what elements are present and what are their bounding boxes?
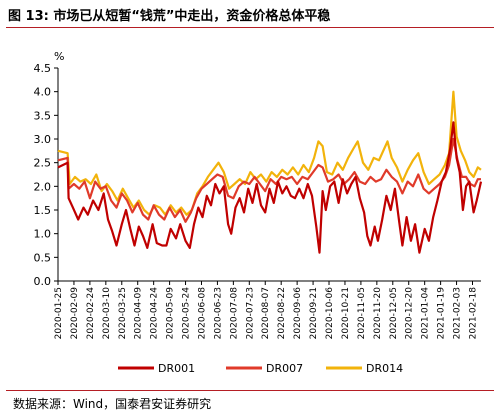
x-tick-label: 2020-08-22 [277,287,287,339]
x-tick-label: 2020-01-25 [54,287,64,339]
series-line-dr014 [57,90,482,216]
x-tick-label: 2020-03-10 [102,287,112,340]
y-tick-label: 1.5 [34,204,52,217]
x-tick-label: 2020-04-24 [150,287,160,340]
legend-label-dr001: DR001 [158,362,195,375]
x-tick-label: 2020-06-08 [197,287,207,340]
y-tick-label: 4.5 [34,62,52,75]
source-note: 数据来源：Wind，国泰君安证券研究 [13,397,212,411]
x-tick-label: 2020-10-21 [341,287,351,339]
x-tick-label: 2020-05-24 [182,287,192,340]
y-tick-label: 4.0 [34,86,52,99]
footer-rule [6,390,494,391]
x-tick-label: 2020-03-25 [118,287,128,339]
x-tick-label: 2020-02-24 [86,287,96,340]
x-tick-label: 2020-11-20 [373,287,383,340]
x-tick-label: 2021-02-18 [468,287,478,340]
x-axis: 2020-01-25 2020-02-09 2020-02-24 2020-03-10… [54,280,481,340]
y-tick-label: 3.0 [34,133,52,146]
series-line-dr007 [57,137,481,223]
title-rule [6,27,494,28]
series-line-dr001 [57,121,483,254]
y-tick-label: 2.0 [34,180,52,193]
figure-title: 图 13: 市场已从短暂“钱荒”中走出，资金价格总体平稳 [8,9,331,24]
chart-legend: DR001 DR007 DR014 [118,362,403,375]
x-tick-label: 2020-11-05 [357,287,367,339]
y-tick-label: 0.0 [34,275,52,288]
x-tick-label: 2020-07-23 [245,287,255,339]
x-tick-label: 2020-05-09 [166,287,176,340]
x-tick-label: 2020-09-06 [293,287,303,340]
x-tick-label: 2020-02-09 [70,287,80,340]
legend-label-dr014: DR014 [366,362,403,375]
x-tick-label: 2020-08-07 [261,287,271,339]
x-tick-label: 2020-10-06 [325,287,335,340]
rate-line-chart: % 0.0 0.5 1.0 1.5 2.0 2.5 3.0 3.5 4.0 4.5 2020-01… [34,50,483,375]
y-tick-label: 3.5 [34,109,52,122]
x-tick-label: 2021-01-19 [437,287,447,340]
y-tick-label: 1.0 [34,228,52,241]
x-tick-label: 2020-06-23 [213,287,223,339]
y-tick-label: 2.5 [34,157,52,170]
x-tick-label: 2020-09-21 [309,287,319,339]
y-tick-label: 0.5 [34,251,52,264]
x-tick-label: 2021-02-03 [453,287,463,339]
x-tick-label: 2020-07-08 [229,287,239,340]
x-tick-label: 2020-12-20 [405,287,415,340]
series-lines [57,90,483,254]
x-tick-label: 2020-12-05 [389,287,399,339]
x-tick-label: 2021-01-04 [421,287,431,340]
y-axis: % 0.0 0.5 1.0 1.5 2.0 2.5 3.0 3.5 4.0 4.5 [34,50,65,288]
legend-label-dr007: DR007 [266,362,303,375]
y-axis-unit-label: % [54,50,64,63]
x-tick-label: 2020-04-09 [134,287,144,340]
